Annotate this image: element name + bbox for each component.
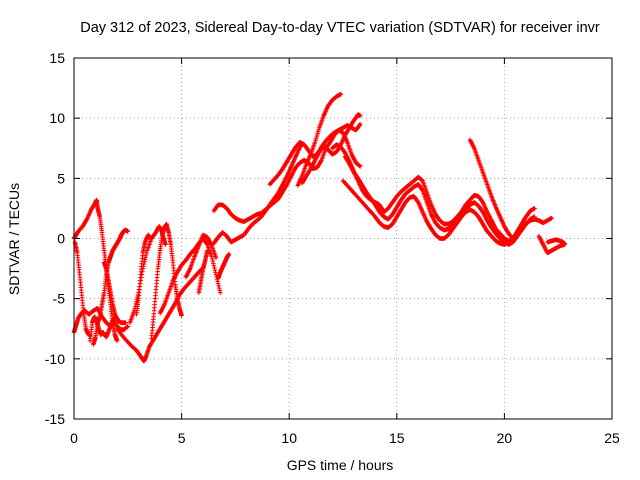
data-point [211, 261, 216, 266]
data-point [114, 338, 120, 344]
series-arc19 [299, 112, 363, 186]
data-point [532, 206, 537, 211]
data-point [142, 259, 147, 265]
data-point [125, 324, 131, 329]
data-point [357, 113, 363, 119]
series-arc23 [467, 137, 555, 241]
x-tick-label: 5 [178, 430, 186, 446]
series-arc6 [101, 260, 128, 326]
series-arc25 [545, 237, 567, 246]
data-point [125, 228, 131, 234]
x-tick-label: 0 [70, 430, 78, 446]
data-point [216, 283, 222, 289]
series-arc24 [536, 233, 567, 256]
y-tick-label: 0 [57, 231, 65, 247]
grid [74, 58, 612, 419]
data-point [217, 288, 223, 293]
data-point [212, 267, 218, 273]
series-arc15 [215, 251, 232, 281]
series-arc10 [149, 221, 184, 341]
data-point [123, 320, 128, 326]
data-point [143, 255, 148, 260]
data-point [318, 158, 324, 164]
y-tick-label: 10 [49, 110, 65, 126]
series-arc12 [183, 232, 219, 280]
x-tick-label: 20 [497, 430, 513, 446]
data-point [357, 122, 362, 128]
data-point [135, 292, 141, 298]
data-point [215, 279, 220, 284]
data-point [357, 121, 363, 127]
data-point [142, 257, 148, 262]
chart-title: Day 312 of 2023, Sidereal Day-to-day VTE… [80, 20, 600, 36]
data-points [71, 91, 567, 364]
data-point [205, 248, 210, 253]
x-axis-label: GPS time / hours [287, 457, 394, 473]
y-tick-label: -10 [45, 351, 65, 367]
data-point [216, 285, 222, 291]
data-point [549, 215, 555, 221]
data-point [211, 263, 217, 268]
series-arc9 [134, 232, 153, 317]
data-point [338, 91, 344, 97]
series-arc7 [114, 267, 204, 364]
y-tick-label: 5 [57, 170, 65, 186]
data-point [562, 241, 567, 246]
data-point [357, 164, 363, 169]
x-tick-label: 15 [389, 430, 405, 446]
y-tick-label: -5 [53, 291, 66, 307]
data-point [210, 258, 216, 264]
data-point [212, 265, 217, 271]
y-axis-label: SDTVAR / TECUs [6, 183, 22, 295]
data-point [218, 290, 223, 295]
y-tick-label: -15 [45, 411, 65, 427]
data-point [215, 281, 221, 286]
y-tick-label: 15 [49, 50, 65, 66]
data-point [148, 236, 153, 241]
data-point [209, 256, 215, 262]
series-arc14 [211, 142, 305, 246]
axis-ticks: 0 5 10 15 20 25 -15 -10 -5 0 5 10 15 [45, 50, 620, 446]
x-tick-label: 10 [281, 430, 297, 446]
data-point [226, 251, 232, 257]
series-arc18 [295, 91, 344, 188]
data-point [179, 313, 184, 318]
data-point [213, 255, 219, 261]
series-arc2 [71, 197, 120, 344]
series-arc13 [196, 248, 210, 295]
x-tick-label: 25 [604, 430, 620, 446]
data-point [213, 270, 218, 275]
data-point [143, 252, 149, 258]
data-point [163, 242, 168, 247]
